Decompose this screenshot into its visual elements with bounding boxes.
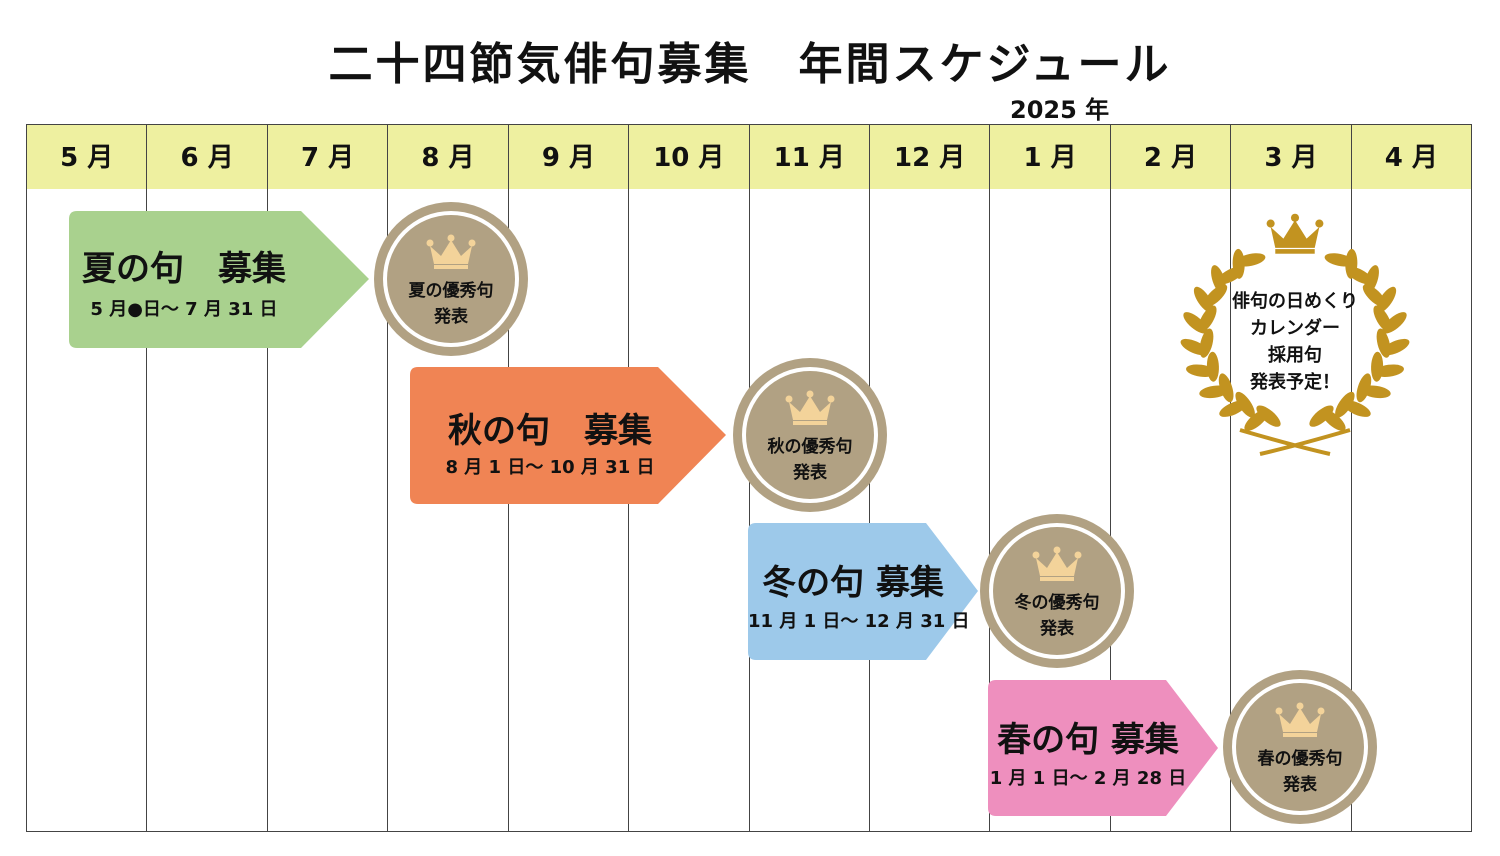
calendar-line-3: 採用句 — [1268, 345, 1322, 366]
month-header: 5 月 6 月 7 月 8 月 9 月 10 月 11 月 12 月 1 月 2… — [27, 125, 1471, 189]
page-title: 二十四節気俳句募集 年間スケジュール — [328, 39, 1172, 90]
spring-campaign-title: 春の句 募集 — [997, 720, 1179, 760]
medal-badge — [374, 202, 528, 356]
month-oct: 10 月 — [629, 125, 750, 189]
summer-campaign-arrow: 夏の句 募集 5 月●日～ 7 月 31 日 — [69, 211, 371, 348]
calendar-announcement: 俳句の日めくり カレンダー 採用句 発表予定！ — [1180, 208, 1410, 458]
announcement-label: 冬の優秀句 — [1014, 593, 1100, 613]
winter-campaign-title: 冬の句 募集 — [762, 563, 944, 603]
arrow-shape — [988, 680, 1218, 816]
summer-announcement-medal: 夏の優秀句 発表 — [372, 200, 530, 358]
month-dec: 12 月 — [870, 125, 991, 189]
medal-badge — [733, 358, 887, 512]
crown-icon — [1275, 702, 1325, 742]
autumn-campaign-title: 秋の句 募集 — [448, 411, 652, 451]
month-jan: 1 月 — [990, 125, 1111, 189]
month-jun: 6 月 — [147, 125, 268, 189]
spring-campaign-period: 1 月 1 日～ 2 月 28 日 — [989, 768, 1187, 789]
arrow-shape — [410, 367, 726, 504]
announcement-label: 夏の優秀句 — [408, 281, 494, 301]
month-feb: 2 月 — [1111, 125, 1232, 189]
winter-campaign-arrow: 冬の句 募集 11 月 1 日～ 12 月 31 日 — [748, 523, 980, 660]
medal-badge — [980, 514, 1134, 668]
laurel-wreath-icon — [1180, 213, 1410, 456]
autumn-campaign-arrow: 秋の句 募集 8 月 1 日～ 10 月 31 日 — [410, 367, 728, 504]
announcement-sub: 発表 — [793, 463, 827, 483]
winter-campaign-period: 11 月 1 日～ 12 月 31 日 — [748, 611, 970, 632]
calendar-line-1: 俳句の日めくり — [1232, 291, 1358, 312]
announcement-sub: 発表 — [434, 307, 468, 327]
summer-campaign-period: 5 月●日～ 7 月 31 日 — [90, 299, 278, 320]
month-aug: 8 月 — [388, 125, 509, 189]
month-jul: 7 月 — [268, 125, 389, 189]
crown-icon — [426, 234, 476, 274]
month-columns — [27, 189, 1471, 831]
crown-icon — [1032, 546, 1082, 586]
autumn-announcement-medal: 秋の優秀句 発表 — [731, 356, 889, 514]
calendar-line-2: カレンダー — [1250, 318, 1340, 339]
winter-announcement-medal: 冬の優秀句 発表 — [978, 512, 1136, 670]
month-nov: 11 月 — [750, 125, 870, 189]
calendar-line-4: 発表予定！ — [1250, 372, 1340, 393]
month-mar: 3 月 — [1231, 125, 1352, 189]
month-may: 5 月 — [27, 125, 148, 189]
spring-campaign-arrow: 春の句 募集 1 月 1 日～ 2 月 28 日 — [988, 680, 1220, 816]
arrow-shape — [69, 211, 369, 348]
announcement-sub: 発表 — [1283, 775, 1317, 795]
spring-announcement-medal: 春の優秀句 発表 — [1221, 668, 1379, 826]
year-label: 2025 年 — [1010, 96, 1110, 124]
month-sep: 9 月 — [509, 125, 630, 189]
crown-icon — [785, 390, 835, 430]
summer-campaign-title: 夏の句 募集 — [82, 249, 286, 289]
arrow-shape — [748, 523, 978, 660]
autumn-campaign-period: 8 月 1 日～ 10 月 31 日 — [445, 457, 655, 478]
announcement-sub: 発表 — [1040, 619, 1074, 639]
month-apr: 4 月 — [1384, 143, 1438, 173]
medal-badge — [1223, 670, 1377, 824]
schedule-grid: 5 月 6 月 7 月 8 月 9 月 10 月 11 月 12 月 1 月 2… — [26, 124, 1472, 832]
announcement-label: 春の優秀句 — [1257, 749, 1343, 769]
announcement-label: 秋の優秀句 — [767, 437, 853, 457]
